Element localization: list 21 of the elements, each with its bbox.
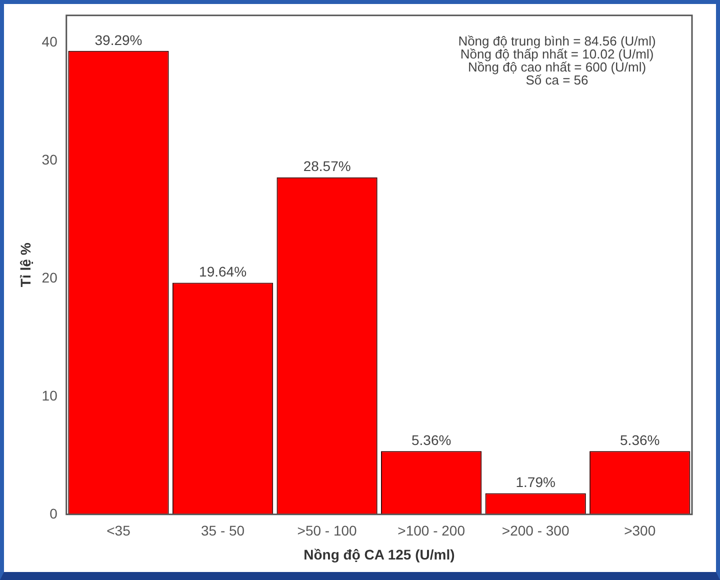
x-tick-label: 35 - 50 (200, 522, 245, 539)
data-label: 39.29% (94, 32, 142, 48)
y-tick-label: 30 (42, 151, 58, 168)
x-tick-label: >200 - 300 (502, 522, 570, 539)
data-label: 19.64% (199, 264, 247, 280)
data-label: 5.36% (620, 432, 660, 448)
y-tick-label: 0 (50, 505, 58, 522)
data-label: 28.57% (303, 158, 351, 174)
annotation: Nồng độ trung bình = 84.56 (U/ml) (458, 33, 656, 48)
x-axis-title: Nồng độ CA 125 (U/ml) (304, 546, 455, 562)
data-label: 5.36% (411, 432, 452, 448)
y-axis-title: Tỉ lệ % (17, 242, 34, 288)
y-tick-label: 20 (42, 269, 58, 286)
data-label: 1.79% (516, 474, 556, 490)
x-tick-label: <35 (106, 522, 131, 539)
x-tick-label: >300 (624, 522, 656, 539)
x-tick-label: >100 - 200 (398, 522, 466, 539)
y-tick-label: 10 (42, 387, 58, 404)
annotation: Số ca = 56 (526, 72, 588, 88)
y-tick-label: 40 (42, 33, 58, 50)
x-tick-label: >50 - 100 (297, 522, 358, 539)
